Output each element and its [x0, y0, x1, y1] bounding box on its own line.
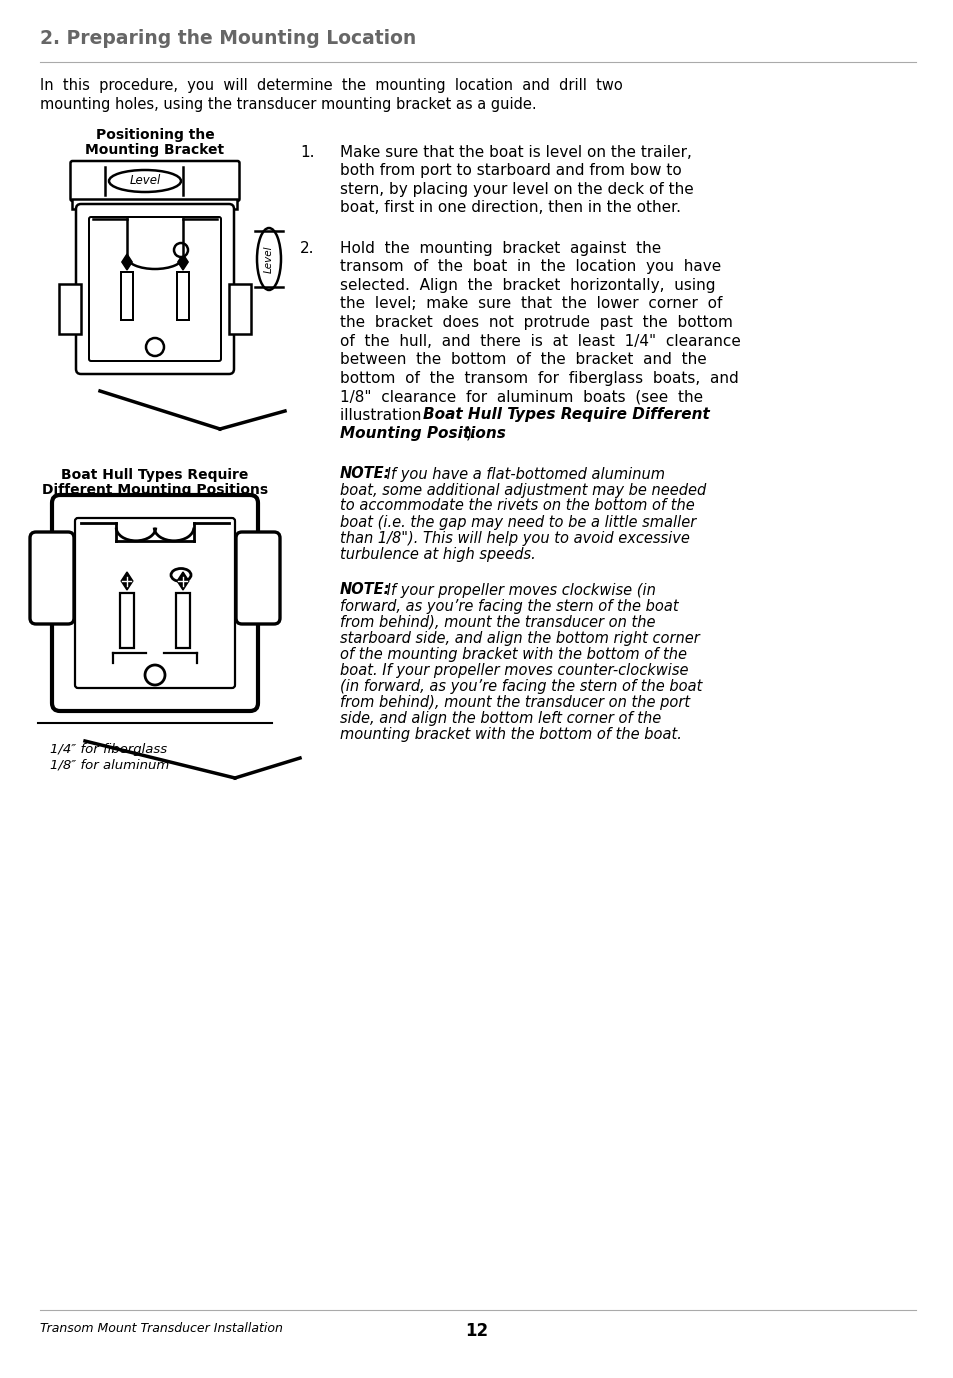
FancyBboxPatch shape	[30, 532, 74, 624]
Text: boat (i.e. the gap may need to be a little smaller: boat (i.e. the gap may need to be a litt…	[339, 514, 696, 529]
Text: forward, as you’re facing the stern of the boat: forward, as you’re facing the stern of t…	[339, 598, 678, 613]
FancyBboxPatch shape	[75, 518, 234, 688]
Ellipse shape	[256, 227, 281, 289]
Polygon shape	[177, 254, 188, 270]
Text: NOTE:: NOTE:	[339, 467, 390, 481]
Text: mounting holes, using the transducer mounting bracket as a guide.: mounting holes, using the transducer mou…	[40, 96, 536, 112]
FancyBboxPatch shape	[89, 216, 221, 361]
Text: boat, some additional adjustment may be needed: boat, some additional adjustment may be …	[339, 482, 705, 497]
Bar	[175, 593, 190, 648]
Text: both from port to starboard and from bow to: both from port to starboard and from bow…	[339, 164, 681, 179]
Text: Different Mounting Positions: Different Mounting Positions	[42, 484, 268, 497]
Text: between  the  bottom  of  the  bracket  and  the: between the bottom of the bracket and th…	[339, 351, 706, 367]
Text: 1/8″ for aluminum: 1/8″ for aluminum	[50, 758, 169, 772]
FancyBboxPatch shape	[235, 532, 280, 624]
Text: Level: Level	[130, 175, 160, 187]
Circle shape	[145, 666, 165, 685]
Text: Positioning the: Positioning the	[95, 128, 214, 142]
Text: from behind), mount the transducer on the port: from behind), mount the transducer on th…	[339, 695, 689, 710]
FancyBboxPatch shape	[76, 204, 233, 373]
Text: Boat Hull Types Require Different: Boat Hull Types Require Different	[422, 408, 709, 423]
Bar	[59, 284, 81, 333]
Text: NOTE:: NOTE:	[339, 583, 390, 598]
Polygon shape	[122, 254, 132, 270]
Text: Hold  the  mounting  bracket  against  the: Hold the mounting bracket against the	[339, 241, 660, 256]
Circle shape	[146, 338, 164, 356]
Circle shape	[173, 243, 188, 258]
Text: (in forward, as you’re facing the stern of the boat: (in forward, as you’re facing the stern …	[339, 678, 701, 693]
Text: Boat Hull Types Require: Boat Hull Types Require	[61, 469, 249, 482]
Text: the  level;  make  sure  that  the  lower  corner  of: the level; make sure that the lower corn…	[339, 296, 721, 311]
Text: If your propeller moves clockwise (in: If your propeller moves clockwise (in	[381, 583, 656, 598]
Text: In  this  procedure,  you  will  determine  the  mounting  location  and  drill : In this procedure, you will determine th…	[40, 79, 622, 92]
Text: than 1/8"). This will help you to avoid excessive: than 1/8"). This will help you to avoid …	[339, 531, 689, 546]
Text: of the mounting bracket with the bottom of the: of the mounting bracket with the bottom …	[339, 646, 686, 661]
Text: transom  of  the  boat  in  the  location  you  have: transom of the boat in the location you …	[339, 259, 720, 274]
Text: stern, by placing your level on the deck of the: stern, by placing your level on the deck…	[339, 182, 693, 197]
Text: the  bracket  does  not  protrude  past  the  bottom: the bracket does not protrude past the b…	[339, 316, 732, 329]
Text: ).: ).	[465, 426, 476, 441]
Bar	[229, 284, 251, 333]
Text: from behind), mount the transducer on the: from behind), mount the transducer on th…	[339, 615, 655, 630]
Bar	[120, 593, 133, 648]
Text: 2.: 2.	[299, 241, 314, 256]
Text: Transom Mount Transducer Installation: Transom Mount Transducer Installation	[40, 1322, 283, 1335]
Bar	[121, 271, 132, 320]
Polygon shape	[121, 572, 132, 590]
Text: turbulence at high speeds.: turbulence at high speeds.	[339, 547, 536, 561]
Text: boat. If your propeller moves counter-clockwise: boat. If your propeller moves counter-cl…	[339, 663, 688, 678]
FancyBboxPatch shape	[71, 161, 239, 201]
Text: Mounting Bracket: Mounting Bracket	[86, 143, 224, 157]
Text: 1/8"  clearance  for  aluminum  boats  (see  the: 1/8" clearance for aluminum boats (see t…	[339, 389, 702, 404]
Text: selected.  Align  the  bracket  horizontally,  using: selected. Align the bracket horizontally…	[339, 278, 715, 294]
Text: of  the  hull,  and  there  is  at  least  1/4"  clearance: of the hull, and there is at least 1/4" …	[339, 333, 740, 349]
Text: 1/4″ for fiberglass: 1/4″ for fiberglass	[50, 743, 167, 757]
Ellipse shape	[171, 569, 191, 582]
Text: to accommodate the rivets on the bottom of the: to accommodate the rivets on the bottom …	[339, 499, 694, 514]
FancyBboxPatch shape	[52, 495, 257, 711]
Text: If you have a flat-bottomed aluminum: If you have a flat-bottomed aluminum	[381, 467, 664, 481]
Text: 2. Preparing the Mounting Location: 2. Preparing the Mounting Location	[40, 29, 416, 48]
Bar	[72, 198, 237, 209]
Text: mounting bracket with the bottom of the boat.: mounting bracket with the bottom of the …	[339, 726, 681, 741]
Polygon shape	[177, 572, 189, 590]
Text: bottom  of  the  transom  for  fiberglass  boats,  and: bottom of the transom for fiberglass boa…	[339, 371, 738, 386]
Text: illustration: illustration	[339, 408, 426, 423]
Text: 12: 12	[465, 1322, 488, 1339]
Text: Mounting Positions: Mounting Positions	[339, 426, 505, 441]
Text: Level: Level	[264, 245, 274, 273]
Text: Make sure that the boat is level on the trailer,: Make sure that the boat is level on the …	[339, 145, 691, 160]
Text: boat, first in one direction, then in the other.: boat, first in one direction, then in th…	[339, 201, 680, 215]
Text: side, and align the bottom left corner of the: side, and align the bottom left corner o…	[339, 711, 660, 725]
Text: starboard side, and align the bottom right corner: starboard side, and align the bottom rig…	[339, 631, 699, 645]
Bar	[177, 271, 189, 320]
Ellipse shape	[109, 169, 181, 192]
Text: 1.: 1.	[299, 145, 314, 160]
